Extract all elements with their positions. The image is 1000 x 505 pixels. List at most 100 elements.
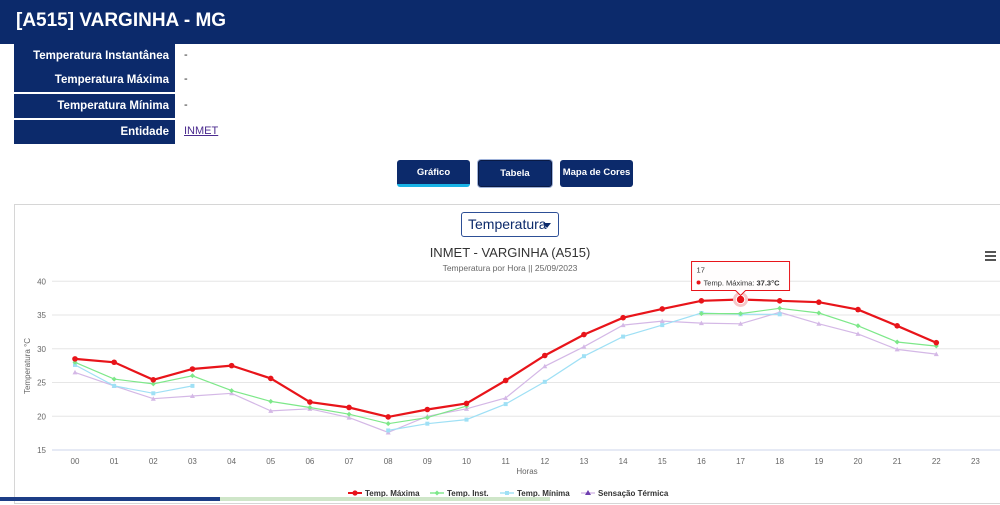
data-point-sens <box>189 393 195 398</box>
chart-card <box>14 204 1000 504</box>
data-point-inst <box>111 376 117 382</box>
info-label: Temperatura Instantânea <box>14 44 175 68</box>
info-row-temp-maxima: Temperatura Máxima - <box>14 68 414 92</box>
data-point-sens <box>698 320 704 326</box>
data-point-max <box>385 414 392 420</box>
menu-icon[interactable] <box>985 251 996 261</box>
data-point-min <box>621 334 626 339</box>
legend-label: Sensação Térmica <box>598 489 669 498</box>
data-point-max <box>72 356 78 362</box>
info-label: Temperatura Máxima <box>14 68 175 92</box>
tooltip-marker <box>696 280 701 285</box>
data-point-max <box>189 366 196 372</box>
scroll-indicator <box>0 497 220 501</box>
data-point-inst <box>229 388 235 394</box>
data-point-sens <box>620 322 626 328</box>
data-point-max <box>542 352 548 359</box>
info-value-wrap: INMET <box>184 120 218 142</box>
x-axis-label: Horas <box>516 467 537 476</box>
data-point-max <box>267 375 274 382</box>
chevron-down-icon <box>543 223 551 228</box>
data-point-sens <box>855 331 861 336</box>
variable-select[interactable]: Temperatura <box>461 212 559 237</box>
data-point-min <box>386 428 391 433</box>
scroll-indicator-track <box>220 497 550 501</box>
data-point-inst <box>385 421 391 427</box>
data-point-min <box>73 362 77 367</box>
data-point-max <box>111 359 117 366</box>
legend-marker-inst <box>434 490 440 496</box>
chart-subtitle: Temperatura por Hora || 25/09/2023 <box>443 263 578 273</box>
y-tick-label: 35 <box>37 311 46 320</box>
x-tick-label: 08 <box>384 457 393 466</box>
legend-label: Temp. Máxima <box>365 489 420 498</box>
chart-title: INMET - VARGINHA (A515) <box>430 245 591 260</box>
data-point-min <box>464 417 469 422</box>
series-line-inst <box>74 307 937 425</box>
x-tick-label: 04 <box>227 457 236 466</box>
x-tick-label: 06 <box>305 457 314 466</box>
x-tick-label: 05 <box>266 457 275 466</box>
data-point-max <box>502 377 509 384</box>
data-point-max <box>855 306 861 313</box>
data-point-sens <box>933 351 939 357</box>
data-point-sens <box>503 395 509 401</box>
data-point-max <box>620 314 626 321</box>
data-point-min <box>581 354 586 359</box>
tabela-button[interactable]: Tabela <box>478 160 552 187</box>
data-point-sens <box>346 415 352 420</box>
info-value: - <box>184 49 188 61</box>
info-value: - <box>184 99 188 111</box>
mapa-de-cores-button[interactable]: Mapa de Cores <box>560 160 633 187</box>
tooltip-hour: 17 <box>697 265 705 274</box>
data-point-max <box>581 331 587 338</box>
data-point-max <box>150 377 157 383</box>
data-point-min <box>151 391 156 396</box>
legend-marker-sens <box>585 490 591 495</box>
data-point-sens <box>816 321 822 326</box>
data-point-inst <box>738 311 744 317</box>
data-point-min <box>190 383 195 388</box>
grafico-button[interactable]: Gráfico <box>397 160 470 187</box>
data-point-inst <box>268 398 274 404</box>
entidade-link[interactable]: INMET <box>184 125 219 137</box>
legend-marker-max <box>352 490 358 496</box>
x-tick-label: 21 <box>893 457 902 466</box>
data-point-max <box>424 406 431 413</box>
y-tick-label: 40 <box>37 277 46 286</box>
x-tick-label: 10 <box>462 457 471 466</box>
x-tick-label: 18 <box>775 457 784 466</box>
data-point-inst <box>189 373 195 379</box>
data-point-sens <box>581 344 587 349</box>
x-tick-label: 00 <box>71 457 80 466</box>
data-point-max <box>776 298 783 304</box>
x-tick-label: 11 <box>501 457 510 466</box>
data-point-max <box>463 400 470 407</box>
x-tick-label: 22 <box>932 457 941 466</box>
data-point-sens <box>894 346 900 352</box>
x-tick-label: 15 <box>658 457 667 466</box>
variable-select-value: Temperatura <box>468 216 547 232</box>
info-value: - <box>184 73 188 85</box>
data-point-max <box>816 299 822 305</box>
station-title: [A515] VARGINHA - MG <box>16 10 227 31</box>
info-row-temp-minima: Temperatura Mínima - <box>14 94 414 118</box>
data-point-min <box>425 421 430 426</box>
data-point-sens <box>738 321 744 326</box>
legend-label: Temp. Inst. <box>447 489 489 498</box>
legend-label: Temp. Mínima <box>517 489 570 498</box>
x-tick-label: 02 <box>149 457 158 466</box>
data-point-sens <box>72 369 78 375</box>
info-row-entidade: Entidade INMET <box>14 120 414 144</box>
data-point-sens <box>659 318 665 324</box>
data-point-sens <box>150 396 156 401</box>
x-tick-label: 12 <box>540 457 549 466</box>
x-tick-label: 09 <box>423 457 432 466</box>
data-point-min <box>777 312 782 317</box>
data-point-inst <box>424 415 430 421</box>
y-tick-label: 20 <box>37 412 46 421</box>
y-axis-label: Temperatura °C <box>23 338 32 394</box>
data-point-inst <box>150 381 156 387</box>
info-label: Entidade <box>14 120 175 144</box>
y-tick-label: 25 <box>37 379 46 388</box>
